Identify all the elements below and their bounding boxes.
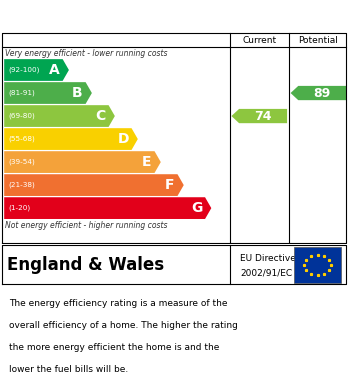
- Text: lower the fuel bills will be.: lower the fuel bills will be.: [9, 365, 128, 374]
- Text: (55-68): (55-68): [8, 136, 35, 142]
- Polygon shape: [4, 105, 115, 127]
- Text: Not energy efficient - higher running costs: Not energy efficient - higher running co…: [5, 221, 168, 230]
- Text: Current: Current: [242, 36, 276, 45]
- Text: (81-91): (81-91): [8, 90, 35, 96]
- Text: The energy efficiency rating is a measure of the: The energy efficiency rating is a measur…: [9, 299, 227, 308]
- Text: A: A: [49, 63, 60, 77]
- Polygon shape: [4, 174, 184, 196]
- Text: (92-100): (92-100): [8, 67, 40, 73]
- Bar: [294, 248, 341, 283]
- Text: EU Directive: EU Directive: [240, 254, 296, 263]
- Text: (69-80): (69-80): [8, 113, 35, 119]
- Text: D: D: [117, 132, 129, 146]
- Polygon shape: [231, 109, 287, 123]
- Polygon shape: [4, 59, 69, 81]
- Text: 89: 89: [314, 86, 331, 100]
- Text: E: E: [142, 155, 152, 169]
- Polygon shape: [4, 128, 138, 150]
- Polygon shape: [4, 82, 92, 104]
- Text: 2002/91/EC: 2002/91/EC: [240, 268, 292, 277]
- Text: (21-38): (21-38): [8, 182, 35, 188]
- Text: 74: 74: [254, 109, 272, 122]
- Text: C: C: [96, 109, 106, 123]
- Text: Energy Efficiency Rating: Energy Efficiency Rating: [9, 9, 219, 23]
- Polygon shape: [4, 151, 161, 173]
- Polygon shape: [4, 197, 211, 219]
- Text: Potential: Potential: [299, 36, 338, 45]
- Text: Very energy efficient - lower running costs: Very energy efficient - lower running co…: [5, 49, 168, 58]
- Text: the more energy efficient the home is and the: the more energy efficient the home is an…: [9, 343, 219, 352]
- Text: overall efficiency of a home. The higher the rating: overall efficiency of a home. The higher…: [9, 321, 238, 330]
- Text: (39-54): (39-54): [8, 159, 35, 165]
- Text: B: B: [72, 86, 83, 100]
- Text: (1-20): (1-20): [8, 205, 31, 212]
- Text: G: G: [191, 201, 202, 215]
- Text: F: F: [165, 178, 175, 192]
- Text: England & Wales: England & Wales: [7, 256, 164, 274]
- Polygon shape: [291, 86, 346, 100]
